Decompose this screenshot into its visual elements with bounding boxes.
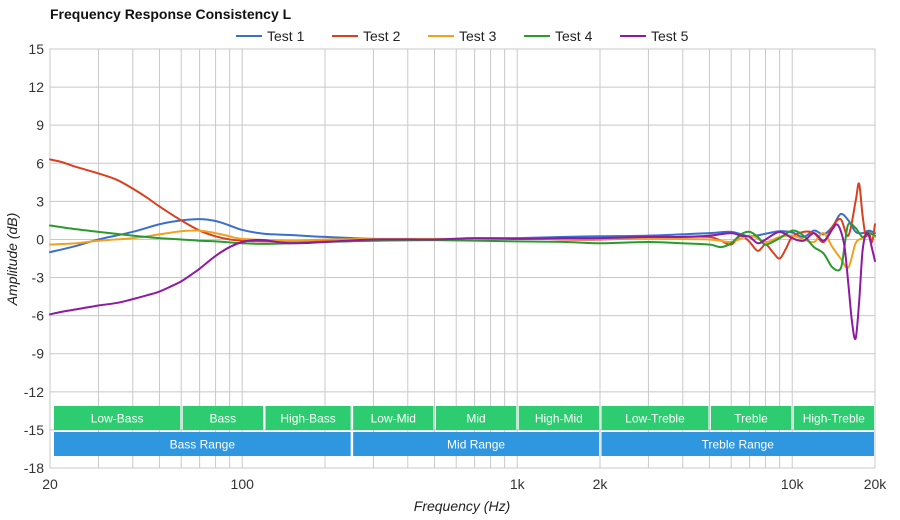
band-bar <box>353 406 434 430</box>
x-tick-label: 2k <box>593 476 609 492</box>
band-label: High-Bass <box>280 412 335 426</box>
series-lines <box>49 158 876 341</box>
y-tick-label: -15 <box>24 422 44 438</box>
band-bar <box>601 406 709 430</box>
y-tick-label: -12 <box>24 384 44 400</box>
legend-label: Test 4 <box>555 28 593 44</box>
legend-label: Test 5 <box>651 28 689 44</box>
series-line-test-4 <box>49 222 876 272</box>
range-label: Mid Range <box>447 438 505 452</box>
range-bar <box>54 432 351 456</box>
x-tick-label: 20 <box>42 476 58 492</box>
y-tick-label: -3 <box>32 270 45 286</box>
range-bar <box>353 432 599 456</box>
y-tick-label: 9 <box>36 117 44 133</box>
band-bar <box>435 406 517 430</box>
x-tick-label: 10k <box>781 476 805 492</box>
band-label: Low-Bass <box>91 412 144 426</box>
band-bar <box>54 406 181 430</box>
band-bar <box>518 406 599 430</box>
y-tick-label: 6 <box>36 155 44 171</box>
x-tick-label: 20k <box>864 476 888 492</box>
y-axis-ticks: 15 12 9 6 3 0 -3 -6 -9 -12 -15 -18 <box>24 41 44 476</box>
legend-label: Test 2 <box>363 28 401 44</box>
band-bar <box>710 406 792 430</box>
y-tick-label: -18 <box>24 460 44 476</box>
y-tick-label: 12 <box>28 79 44 95</box>
frequency-bands: Low-Bass Bass High-Bass Low-Mid Mid High-Mid L… <box>54 406 874 456</box>
y-tick-label: -9 <box>32 346 45 362</box>
legend-label: Test 1 <box>267 28 305 44</box>
band-label: Treble <box>734 412 768 426</box>
x-tick-label: 1k <box>510 476 526 492</box>
y-axis-label: Amplitude (dB) <box>4 213 20 307</box>
band-label: Low-Treble <box>625 412 685 426</box>
band-label: Mid <box>466 412 485 426</box>
x-tick-label: 100 <box>231 476 255 492</box>
y-tick-label: 0 <box>36 231 44 247</box>
band-bar <box>182 406 263 430</box>
x-axis-label: Frequency (Hz) <box>414 498 510 514</box>
y-tick-label: -6 <box>32 308 45 324</box>
series-line-test-3 <box>49 229 876 269</box>
grid <box>49 48 876 469</box>
band-bar <box>265 406 351 430</box>
band-label: High-Treble <box>803 412 866 426</box>
band-label: High-Mid <box>535 412 583 426</box>
band-label: Bass <box>210 412 237 426</box>
chart-title: Frequency Response Consistency L <box>50 6 292 22</box>
y-tick-label: 15 <box>28 41 44 57</box>
range-bar <box>601 432 874 456</box>
legend-label: Test 3 <box>459 28 497 44</box>
band-bar <box>793 406 874 430</box>
series-line-test-5 <box>49 223 876 341</box>
plot-frame <box>49 48 876 469</box>
x-axis-ticks: 20 100 1k 2k 10k 20k <box>42 476 887 492</box>
legend: Test 1 Test 2 Test 3 Test 4 Test 5 <box>236 28 689 44</box>
series-line-test-2 <box>49 158 876 260</box>
y-tick-label: 3 <box>36 193 44 209</box>
band-label: Low-Mid <box>371 412 416 426</box>
range-label: Treble Range <box>702 438 775 452</box>
range-label: Bass Range <box>170 438 236 452</box>
